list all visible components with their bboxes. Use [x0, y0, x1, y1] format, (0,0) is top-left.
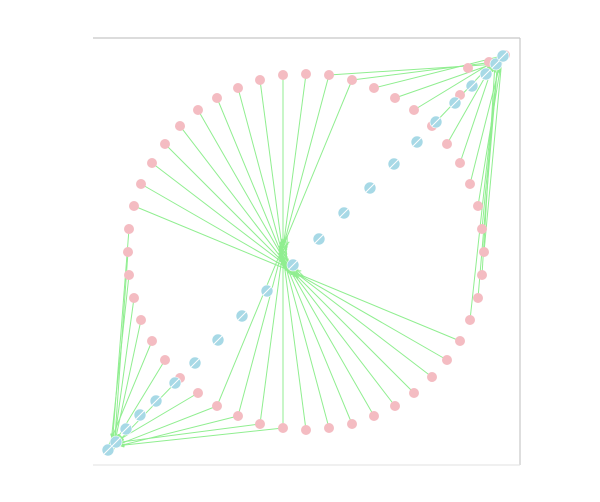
- outer-node[interactable]: [233, 83, 243, 93]
- inner-node[interactable]: [466, 80, 478, 92]
- outer-node[interactable]: [160, 139, 170, 149]
- outer-node[interactable]: [129, 201, 139, 211]
- outer-node[interactable]: [473, 293, 483, 303]
- inner-node[interactable]: [388, 158, 400, 170]
- outer-node[interactable]: [193, 388, 203, 398]
- outer-node[interactable]: [477, 270, 487, 280]
- inner-node[interactable]: [150, 395, 162, 407]
- outer-node[interactable]: [129, 293, 139, 303]
- outer-node[interactable]: [124, 270, 134, 280]
- outer-node[interactable]: [175, 121, 185, 131]
- outer-node[interactable]: [347, 75, 357, 85]
- outer-node[interactable]: [278, 70, 288, 80]
- outer-node[interactable]: [455, 158, 465, 168]
- outer-node[interactable]: [442, 139, 452, 149]
- graph-edge: [352, 62, 497, 80]
- outer-node[interactable]: [455, 336, 465, 346]
- outer-node[interactable]: [301, 425, 311, 435]
- inner-node[interactable]: [480, 68, 492, 80]
- outer-node[interactable]: [324, 70, 334, 80]
- outer-node[interactable]: [409, 105, 419, 115]
- inner-node[interactable]: [411, 136, 423, 148]
- outer-node[interactable]: [124, 224, 134, 234]
- inner-node[interactable]: [189, 357, 201, 369]
- inner-node[interactable]: [134, 409, 146, 421]
- outer-node[interactable]: [479, 247, 489, 257]
- outer-node[interactable]: [212, 401, 222, 411]
- inner-node[interactable]: [169, 377, 181, 389]
- outer-node[interactable]: [465, 179, 475, 189]
- outer-node[interactable]: [278, 423, 288, 433]
- outer-node[interactable]: [123, 247, 133, 257]
- inner-node[interactable]: [338, 207, 350, 219]
- outer-node[interactable]: [477, 224, 487, 234]
- inner-node[interactable]: [313, 233, 325, 245]
- outer-node[interactable]: [324, 423, 334, 433]
- inner-node[interactable]: [212, 334, 224, 346]
- outer-node[interactable]: [369, 83, 379, 93]
- inner-node[interactable]: [261, 285, 273, 297]
- graph-edge: [114, 428, 283, 446]
- outer-node[interactable]: [473, 201, 483, 211]
- outer-node[interactable]: [233, 411, 243, 421]
- graph-edge: [470, 63, 498, 320]
- inner-node[interactable]: [120, 423, 132, 435]
- outer-node[interactable]: [427, 372, 437, 382]
- outer-node[interactable]: [390, 93, 400, 103]
- graph-edge: [484, 61, 502, 252]
- inner-node[interactable]: [497, 50, 509, 62]
- edge-layer: [109, 57, 503, 449]
- outer-node[interactable]: [136, 179, 146, 189]
- graph-edge: [478, 61, 498, 298]
- outer-node[interactable]: [255, 419, 265, 429]
- inner-node[interactable]: [110, 436, 122, 448]
- inner-node[interactable]: [287, 259, 299, 271]
- outer-node[interactable]: [409, 388, 419, 398]
- outer-node[interactable]: [147, 158, 157, 168]
- outer-node[interactable]: [301, 69, 311, 79]
- outer-node[interactable]: [160, 355, 170, 365]
- inner-node[interactable]: [236, 310, 248, 322]
- graph-edge: [478, 64, 501, 206]
- outer-node[interactable]: [136, 315, 146, 325]
- outer-node[interactable]: [369, 411, 379, 421]
- outer-node[interactable]: [193, 105, 203, 115]
- outer-node[interactable]: [463, 63, 473, 73]
- outer-node[interactable]: [255, 75, 265, 85]
- outer-node[interactable]: [390, 401, 400, 411]
- inner-node[interactable]: [449, 97, 461, 109]
- inner-node[interactable]: [364, 182, 376, 194]
- outer-node[interactable]: [465, 315, 475, 325]
- outer-node[interactable]: [147, 336, 157, 346]
- outer-node[interactable]: [212, 93, 222, 103]
- inner-node[interactable]: [430, 116, 442, 128]
- outer-node[interactable]: [347, 419, 357, 429]
- outer-node[interactable]: [442, 355, 452, 365]
